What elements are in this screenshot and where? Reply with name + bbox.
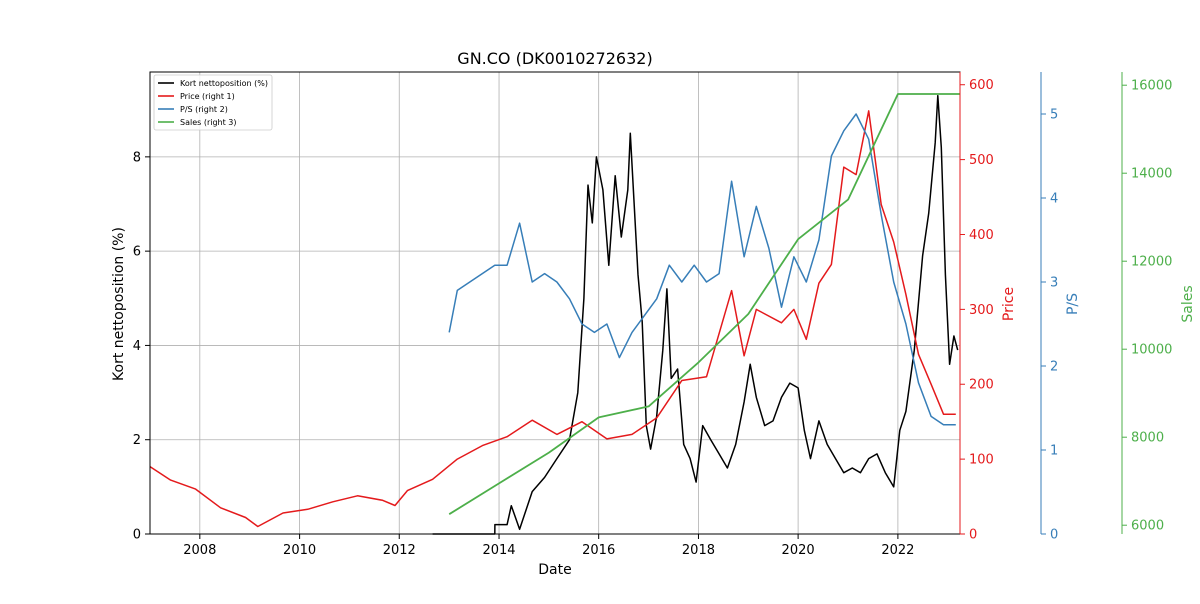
left-tick-label: 4 — [133, 339, 141, 354]
x-tick-label: 2014 — [482, 543, 515, 558]
series-line-3 — [448, 93, 960, 515]
x-tick-label: 2022 — [881, 543, 914, 558]
right2-tick-label: 2 — [1050, 360, 1058, 375]
legend-box — [153, 74, 273, 131]
x-axis-label: Date — [538, 562, 571, 578]
right2-tick-label: 1 — [1050, 444, 1058, 459]
x-tick-label: 2016 — [582, 543, 615, 558]
left-tick-label: 2 — [133, 433, 141, 448]
right1-tick-label: 400 — [969, 228, 994, 243]
right1-tick-label: 0 — [969, 528, 977, 543]
left-tick-label: 6 — [133, 245, 141, 260]
series-layer — [149, 93, 960, 535]
right2-tick-label: 5 — [1050, 108, 1058, 123]
right2-tick-label: 4 — [1050, 192, 1058, 207]
chart-title: GN.CO (DK0010272632) — [457, 49, 652, 68]
series-line-1 — [149, 110, 956, 528]
legend-entry-2: P/S (right 2) — [180, 105, 228, 114]
right2-axis-label: P/S — [1065, 293, 1081, 315]
right3-tick-label: 14000 — [1131, 167, 1172, 182]
axes-layer: 2008 2010 2012 2014 2016 2018 2020 202202468Kor… — [111, 71, 1196, 558]
x-tick-label: 2020 — [782, 543, 815, 558]
right1-tick-label: 100 — [969, 453, 994, 468]
right2-tick-label: 0 — [1050, 528, 1058, 543]
left-tick-label: 0 — [133, 528, 141, 543]
right1-tick-label: 200 — [969, 378, 994, 393]
x-tick-label: 2010 — [283, 543, 316, 558]
x-tick-label: 2008 — [183, 543, 216, 558]
legend-entry-0: Kort nettoposition (%) — [180, 79, 268, 88]
right3-tick-label: 16000 — [1131, 79, 1172, 94]
legend-entry-1: Price (right 1) — [180, 92, 235, 101]
right1-axis-label: Price — [1001, 287, 1017, 321]
x-tick-label: 2012 — [383, 543, 416, 558]
series-line-0 — [432, 94, 959, 535]
left-tick-label: 8 — [133, 150, 141, 165]
right3-tick-label: 12000 — [1131, 255, 1172, 270]
legend-entry-3: Sales (right 3) — [180, 118, 237, 127]
right1-tick-label: 300 — [969, 303, 994, 318]
right1-tick-label: 600 — [969, 78, 994, 93]
right1-tick-label: 500 — [969, 153, 994, 168]
right3-tick-label: 8000 — [1131, 431, 1164, 446]
x-tick-label: 2018 — [682, 543, 715, 558]
right2-tick-label: 3 — [1050, 276, 1058, 291]
left-axis-label: Kort nettoposition (%) — [111, 227, 127, 381]
series-line-2 — [448, 113, 956, 426]
right3-tick-label: 6000 — [1131, 519, 1164, 534]
right3-tick-label: 10000 — [1131, 343, 1172, 358]
legend: Kort nettoposition (%) Price (right 1) P/S… — [153, 74, 273, 131]
right3-axis-label: Sales — [1180, 285, 1196, 322]
